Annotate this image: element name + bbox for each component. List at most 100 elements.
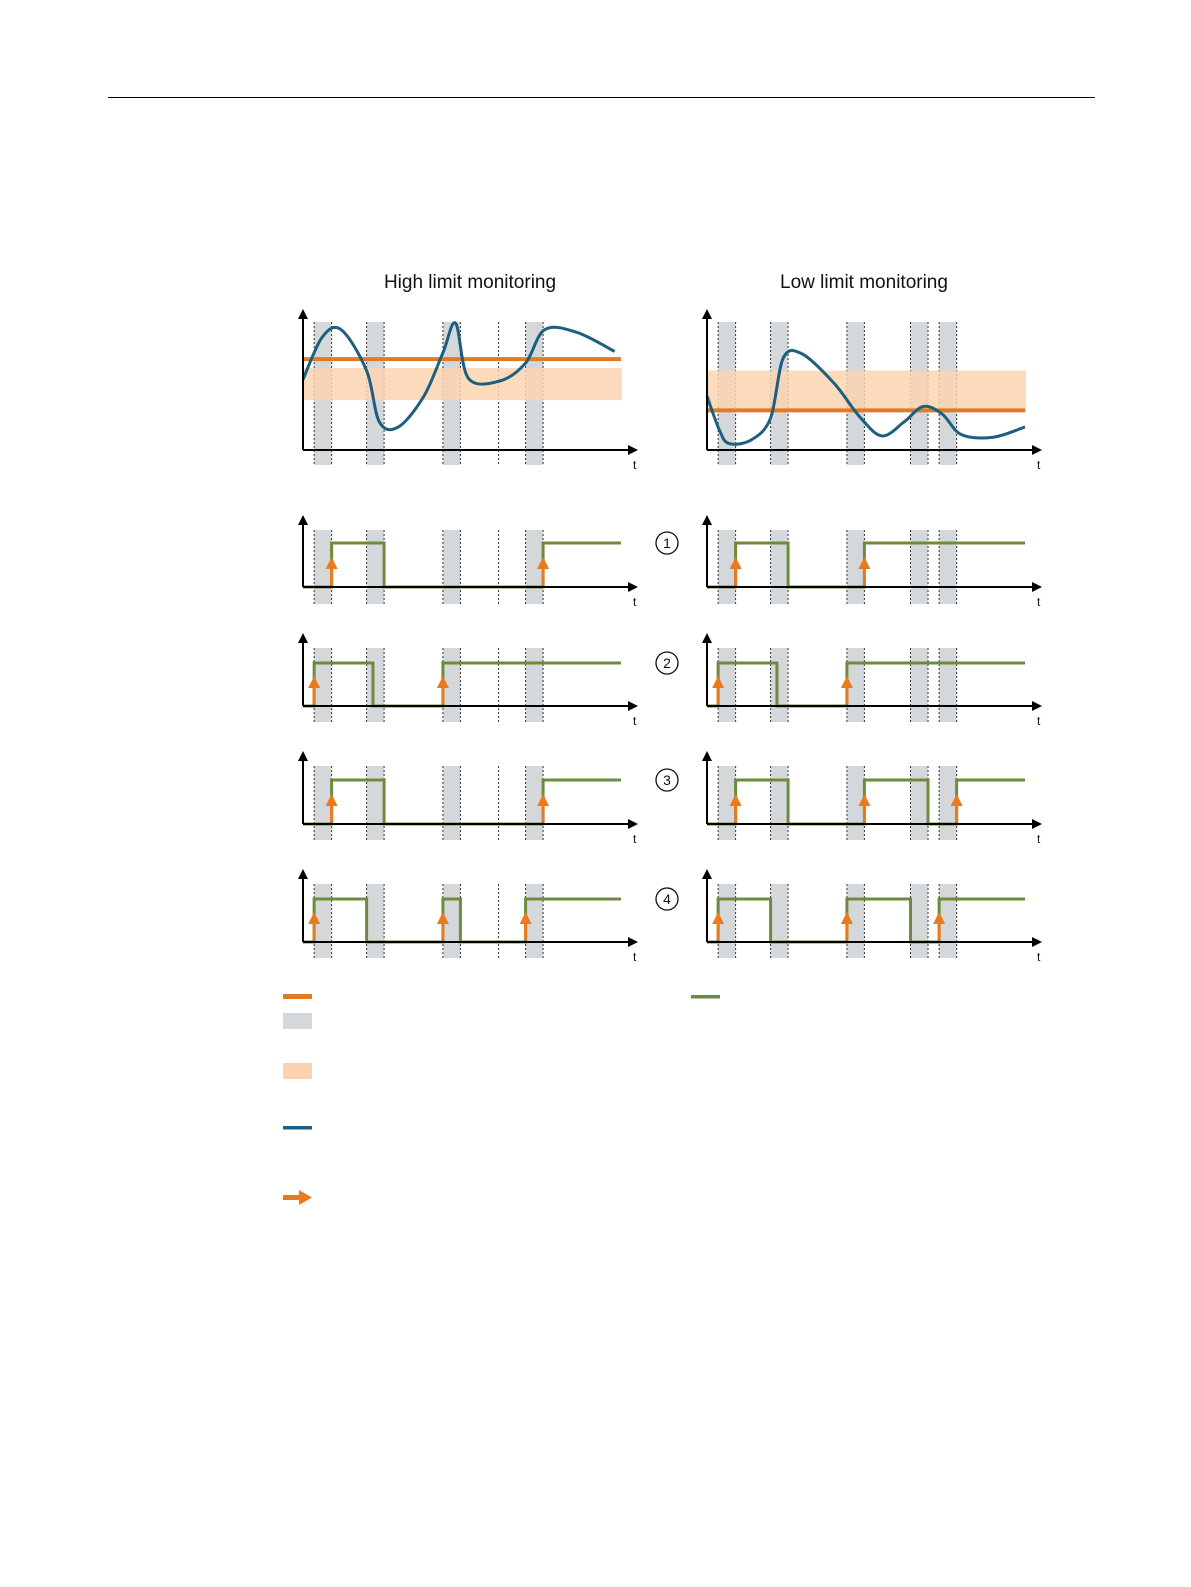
delay-window <box>366 530 385 604</box>
measured-value-chart: t <box>702 309 1042 472</box>
delay-window <box>366 766 385 840</box>
legend-arrow-head <box>299 1190 312 1205</box>
delay-window <box>525 884 544 958</box>
row-numbers: 1 2 3 4 <box>655 531 679 911</box>
row-number-circle <box>655 531 679 555</box>
row-number-1: 1 <box>655 531 679 555</box>
timing-row-3: t <box>298 751 638 846</box>
column-high: t t t t t <box>298 309 638 964</box>
t-axis-label: t <box>633 595 637 609</box>
change-arrow-head <box>519 912 532 924</box>
legend-item-output-signal <box>691 995 720 999</box>
measured-value-curve <box>705 348 1026 446</box>
output-signal <box>303 661 621 708</box>
t-axis-label: t <box>1037 832 1041 846</box>
change-arrow-head <box>308 912 321 924</box>
timing-row-4: t <box>298 869 638 964</box>
change-arrow-head <box>537 794 550 806</box>
row-number-circle <box>655 651 679 675</box>
legend-item-hysteresis-band <box>283 1063 312 1079</box>
legend-hysteresis-band-icon <box>283 1063 312 1079</box>
delay-window <box>939 884 957 958</box>
legend-delay-window-icon <box>283 1013 312 1029</box>
change-arrow-head <box>325 557 338 569</box>
delay-window <box>718 884 736 958</box>
high-limit-title: High limit monitoring <box>384 272 556 293</box>
t-axis-label: t <box>1037 458 1041 472</box>
legend-item-delay-window <box>283 1013 312 1029</box>
legend-output-signal-icon <box>691 995 720 999</box>
delay-window <box>910 648 929 722</box>
delay-window <box>366 884 385 958</box>
hysteresis-band <box>708 370 1026 412</box>
change-arrow-head <box>712 912 725 924</box>
change-arrow-head <box>840 912 853 924</box>
delay-window <box>910 884 929 958</box>
delay-window <box>770 766 789 840</box>
delay-window <box>314 884 332 958</box>
row-number-label: 3 <box>663 772 671 788</box>
delay-window <box>314 648 332 722</box>
output-signal <box>303 541 621 589</box>
delay-window <box>442 648 461 722</box>
delay-window <box>939 530 957 604</box>
change-arrow-head <box>436 912 449 924</box>
timing-row-1: t <box>702 515 1042 609</box>
delay-window <box>770 648 789 722</box>
delay-window <box>525 766 544 840</box>
delay-window <box>442 766 461 840</box>
t-axis-label: t <box>633 458 637 472</box>
delay-window <box>718 766 736 840</box>
t-axis-label: t <box>1037 714 1041 728</box>
output-signal <box>303 897 621 944</box>
t-axis-label: t <box>633 832 637 846</box>
row-number-2: 2 <box>655 651 679 675</box>
row-number-circle <box>655 887 679 911</box>
legend-item-change-arrow <box>283 1190 312 1205</box>
delay-window <box>525 648 544 722</box>
page-header-rule <box>108 97 1095 98</box>
output-signal <box>303 778 621 826</box>
change-arrow-head <box>840 676 853 688</box>
row-number-4: 4 <box>655 887 679 911</box>
change-arrow-head <box>729 557 742 569</box>
delay-window <box>770 884 789 958</box>
change-arrow-head <box>436 676 449 688</box>
low-limit-title: Low limit monitoring <box>780 272 948 293</box>
change-arrow-head <box>308 676 321 688</box>
delay-window <box>939 766 957 840</box>
delay-window <box>314 766 332 840</box>
timing-row-3: t <box>702 751 1042 846</box>
legend-limit-line-icon <box>283 994 312 999</box>
legend-measured-value-icon <box>283 1126 312 1130</box>
change-arrow-head <box>712 676 725 688</box>
t-axis-label: t <box>1037 595 1041 609</box>
measured-value-chart: t <box>298 309 638 472</box>
hysteresis-band <box>304 368 622 401</box>
measured-value-curve <box>301 321 616 432</box>
row-number-label: 2 <box>663 655 671 671</box>
change-arrow-head <box>950 794 963 806</box>
row-number-label: 1 <box>663 535 671 551</box>
timing-row-2: t <box>702 633 1042 728</box>
column-low: t t t t t <box>702 309 1042 964</box>
delay-window <box>442 884 461 958</box>
change-arrow-head <box>729 794 742 806</box>
delay-window <box>366 648 385 722</box>
row-number-3: 3 <box>655 768 679 792</box>
legend-arrow-shaft <box>283 1195 301 1200</box>
delay-window <box>846 648 865 722</box>
delay-window <box>939 648 957 722</box>
delay-window <box>718 648 736 722</box>
timing-row-2: t <box>298 633 638 728</box>
change-arrow-head <box>537 557 550 569</box>
output-signal <box>707 661 1025 708</box>
timing-row-1: t <box>298 515 638 609</box>
delay-window <box>910 530 929 604</box>
timing-row-4: t <box>702 869 1042 964</box>
delay-window <box>846 884 865 958</box>
t-axis-label: t <box>633 714 637 728</box>
delay-window <box>910 766 929 840</box>
change-arrow-head <box>933 912 946 924</box>
